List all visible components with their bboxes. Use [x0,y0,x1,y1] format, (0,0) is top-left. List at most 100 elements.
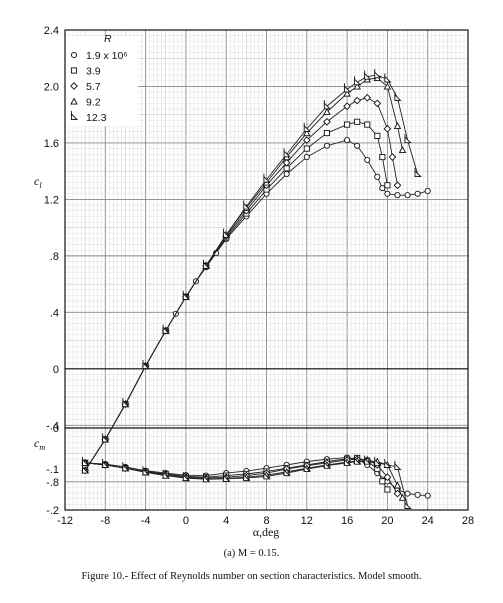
cl-point [303,129,311,137]
cl-point [182,290,190,300]
legend-marker-head [70,112,79,121]
cl-point [388,153,397,161]
plot-frame [64,29,469,511]
cm-point-head [364,457,372,465]
cm-point-head [243,473,251,482]
cl-point [283,170,290,178]
cm-point-head [162,471,170,479]
cl-point-head [182,292,190,300]
cl-point [353,82,361,90]
cm-point-head [354,457,362,465]
cl-point-head [344,85,352,93]
cl-point [394,91,402,101]
legend-marker [70,67,78,74]
x-tick-label: 20 [381,515,393,527]
cm-point-head [82,458,90,466]
x-tick-label: -8 [100,515,110,527]
cl-point [343,89,351,97]
cl-point [379,185,386,192]
cl-point [374,132,381,139]
cl-point [282,158,291,167]
cl-point [374,173,381,180]
cl-series-line-1 [84,121,388,471]
cm-point [102,458,110,468]
x-tick-label: 28 [462,515,474,527]
legend-marker [70,97,78,105]
cl-point [263,173,271,183]
legend-marker [70,111,79,121]
cm-point-head [122,464,130,472]
cm-point [162,469,170,479]
cl-point-head [354,78,362,86]
cm-point-head [283,469,291,477]
cl-point [424,187,431,194]
cl-point [323,142,331,149]
cm-point [383,473,392,482]
subcaption: (a) M = 0.15. [223,548,280,559]
cl-point [354,142,361,149]
cm-point [384,458,392,468]
cm-point [393,489,402,498]
cl-point [373,99,382,108]
cl-point [283,148,291,158]
cm-point [374,456,382,466]
cl-tick-label: -.8 [46,477,59,489]
cm-series-line-2 [85,458,398,494]
cm-point [182,472,190,482]
x-tick-label: 16 [341,515,353,527]
cl-point [394,192,401,199]
cl-point-head [263,175,271,183]
cl-point [223,228,231,238]
cl-point [344,121,351,128]
x-tick-label: -4 [141,515,151,527]
cm-point-head [344,458,352,466]
cl-point [323,100,332,110]
cl-tick-label: 1.2 [44,194,59,206]
cm-point [263,470,271,480]
grid [64,29,469,511]
cl-point [243,200,251,210]
x-tick-label: 0 [183,515,189,527]
cl-point [383,124,392,133]
cm-point [393,481,402,489]
cl-point-head [283,150,291,158]
cl-point [393,181,402,190]
cl-point-head [374,71,382,79]
cl-point [404,134,412,144]
cl-point-head [384,75,392,83]
cm-point-head [263,472,271,480]
cl-point [303,145,310,152]
cm-point-head [142,468,150,476]
cl-point [379,154,386,161]
x-tick-label: -12 [57,515,73,527]
cl-point [354,76,362,86]
cm-tick-label: -.1 [46,464,59,476]
cl-series-line-0 [84,139,428,471]
cm-point-head [394,462,402,470]
cl-point [364,156,371,163]
cm-point [414,491,421,498]
cl-point [344,83,352,93]
cl-series-line-3 [84,77,403,471]
cl-tick-label: 2.0 [44,81,59,93]
cm-point [202,473,211,483]
cm-point [82,456,90,466]
legend-label: 1.9 x 10⁶ [86,50,128,62]
cl-point [323,130,331,137]
cl-point [323,117,331,126]
cm-point [379,478,386,485]
cl-tick-label: 1.6 [44,138,59,150]
cm-point-head [374,458,382,466]
cl-point-head [202,261,211,269]
cl-point [303,154,310,161]
cl-point [343,102,351,111]
cl-point [374,69,382,79]
cl-point-head [142,361,150,370]
cl-tick-label: 2.4 [44,25,59,37]
cm-point [142,466,150,476]
legend-marker [70,82,78,90]
cl-point [353,96,362,105]
cl-point-head [243,202,251,210]
cl-point [303,122,311,132]
legend: R 1.9 x 10⁶ 3.9 5.7 9.2 12.3 [66,33,138,126]
